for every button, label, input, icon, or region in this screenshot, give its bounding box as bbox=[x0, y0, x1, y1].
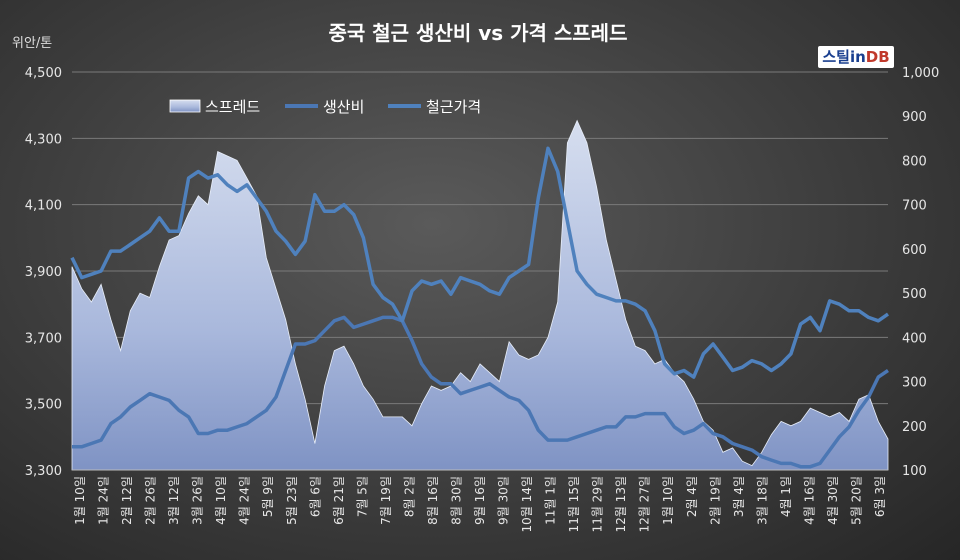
y-left-tick-label: 3,300 bbox=[25, 464, 62, 479]
legend-label-price: 철근가격 bbox=[426, 98, 481, 116]
price-line bbox=[70, 146, 889, 379]
y-left-tick-label: 4,300 bbox=[25, 132, 62, 147]
y-left-tick-label: 4,100 bbox=[25, 199, 62, 214]
spread-area-layer bbox=[71, 119, 889, 471]
chart-title: 중국 철근 생산비 vs 가격 스프레드 bbox=[329, 21, 628, 45]
x-tick-label: 7월 19일 bbox=[379, 476, 393, 525]
x-tick-label: 2월 19일 bbox=[708, 476, 722, 525]
legend-swatch-spread bbox=[169, 99, 201, 113]
x-tick-label: 4월 10일 bbox=[214, 476, 228, 525]
x-tick-label: 7월 5일 bbox=[355, 476, 369, 517]
x-tick-label: 8월 30일 bbox=[449, 476, 463, 525]
x-tick-label: 4월 24일 bbox=[238, 476, 252, 525]
logo-text-b: DB bbox=[865, 48, 890, 66]
logo-text-a: 스틸in bbox=[822, 48, 866, 66]
y-right-tick-label: 800 bbox=[902, 154, 927, 169]
x-tick-label: 5월 23일 bbox=[285, 476, 299, 525]
spread-area bbox=[71, 119, 889, 471]
x-tick-label: 6월 6일 bbox=[308, 476, 322, 517]
y-right-tick-label: 900 bbox=[902, 110, 927, 125]
y-left-unit-label: 위안/톤 bbox=[12, 36, 52, 51]
y-right-tick-label: 300 bbox=[902, 376, 927, 391]
cost-line bbox=[72, 315, 889, 469]
x-tick-label: 4월 1일 bbox=[779, 476, 793, 517]
y-left-tick-label: 3,900 bbox=[25, 265, 62, 280]
x-tick-label: 2월 12일 bbox=[120, 476, 134, 525]
y-left-tick-label: 3,700 bbox=[25, 331, 62, 346]
x-tick-label: 12월 13일 bbox=[614, 476, 628, 532]
y-left-tick-label: 4,500 bbox=[25, 66, 62, 81]
lines-layer bbox=[70, 146, 889, 469]
y-right-tick-label: 200 bbox=[902, 420, 927, 435]
x-tick-label: 4월 30일 bbox=[826, 476, 840, 525]
y-right-tick-label: 1,000 bbox=[902, 66, 939, 81]
y-right-tick-label: 100 bbox=[902, 464, 927, 479]
y-right-tick-label: 500 bbox=[902, 287, 927, 302]
x-tick-label: 10월 14일 bbox=[520, 476, 534, 532]
x-tick-label: 9월 30일 bbox=[497, 476, 511, 525]
y-right-tick-label: 600 bbox=[902, 243, 927, 258]
x-tick-label: 3월 26일 bbox=[191, 476, 205, 525]
x-tick-label: 6월 21일 bbox=[332, 476, 346, 525]
x-tick-label: 11월 29일 bbox=[591, 476, 605, 532]
x-tick-label: 5월 20일 bbox=[849, 476, 863, 525]
x-tick-label: 1월 10일 bbox=[661, 476, 675, 525]
x-tick-label: 12월 27일 bbox=[638, 476, 652, 532]
x-tick-label: 4월 16일 bbox=[802, 476, 816, 525]
x-tick-label: 1월 10일 bbox=[73, 476, 87, 525]
legend-label-cost: 생산비 bbox=[323, 98, 364, 116]
x-tick-label: 6월 3일 bbox=[873, 476, 887, 517]
y-right-tick-label: 400 bbox=[902, 331, 927, 346]
legend-label-spread: 스프레드 bbox=[205, 98, 260, 116]
axis-layer: 4,500 4,300 4,100 3,900 3,700 3,500 3,300 1,000… bbox=[25, 66, 939, 532]
x-tick-label: 11월 1일 bbox=[544, 476, 558, 525]
x-tick-label: 3월 4일 bbox=[732, 476, 746, 517]
y-left-tick-label: 3,500 bbox=[25, 398, 62, 413]
legend: 스프레드 생산비 철근가격 bbox=[169, 98, 481, 116]
logo: 스틸inDB bbox=[818, 46, 894, 68]
y-right-tick-label: 700 bbox=[902, 199, 927, 214]
x-tick-label: 9월 16일 bbox=[473, 476, 487, 525]
x-tick-label: 8월 16일 bbox=[426, 476, 440, 525]
x-tick-label: 3월 18일 bbox=[755, 476, 769, 525]
x-tick-label: 11월 15일 bbox=[567, 476, 581, 532]
x-tick-label: 1월 24일 bbox=[97, 476, 111, 525]
x-tick-label: 2월 26일 bbox=[144, 476, 158, 525]
x-tick-label: 5월 9일 bbox=[261, 476, 275, 517]
x-tick-label: 2월 4일 bbox=[685, 476, 699, 517]
x-tick-label: 3월 12일 bbox=[167, 476, 181, 525]
x-tick-label: 8월 2일 bbox=[402, 476, 416, 517]
